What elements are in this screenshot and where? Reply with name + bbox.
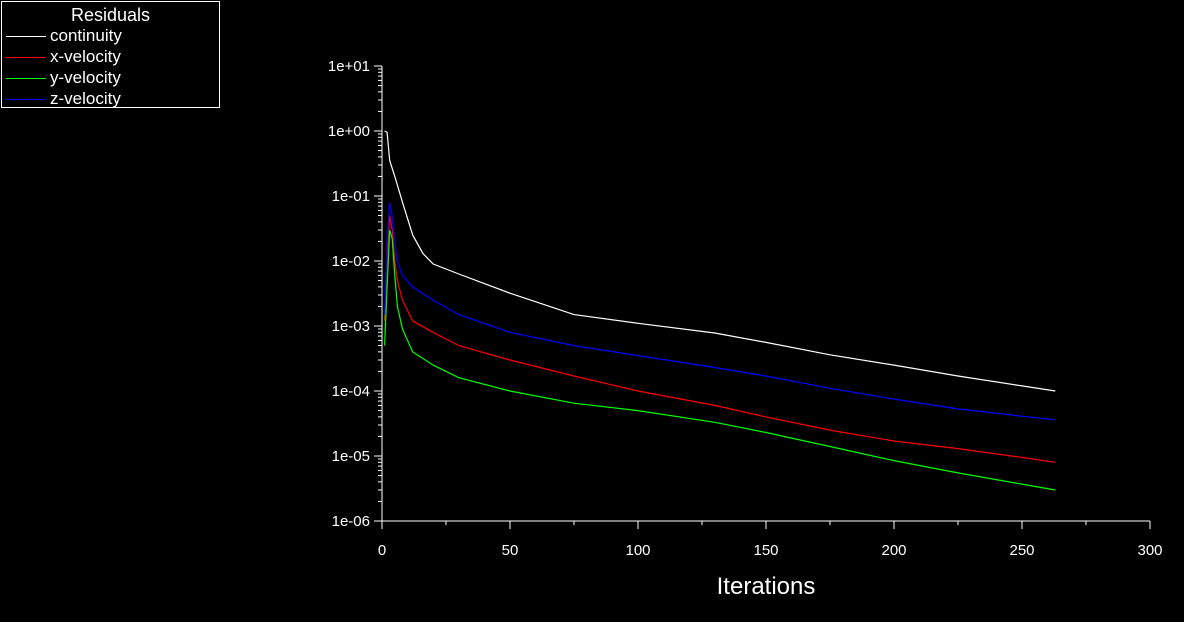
x-tick-label: 250 <box>1009 542 1034 559</box>
x-axis-label: Iterations <box>717 573 816 600</box>
legend-label-z-velocity: z-velocity <box>50 89 121 108</box>
y-tick-label: 1e-04 <box>332 383 370 400</box>
y-tick-label: 1e-05 <box>332 448 370 465</box>
x-tick-label: 150 <box>753 542 778 559</box>
x-tick-label: 100 <box>625 542 650 559</box>
legend-swatch-z-velocity <box>6 99 46 100</box>
series-line-z-velocity <box>384 202 1056 421</box>
legend-label-y-velocity: y-velocity <box>50 68 121 87</box>
legend-swatch-x-velocity <box>6 57 46 58</box>
legend-item-z-velocity: z-velocity <box>2 89 219 108</box>
series-line-y-velocity <box>384 229 1056 491</box>
legend-swatch-y-velocity <box>6 78 46 79</box>
legend-label-x-velocity: x-velocity <box>50 47 121 66</box>
legend-title: Residuals <box>70 5 151 25</box>
series-line-continuity <box>384 130 1056 392</box>
y-tick-label: 1e-02 <box>332 253 370 270</box>
legend-item-continuity: continuity <box>2 26 219 47</box>
y-tick-label: 1e+00 <box>328 123 370 140</box>
y-tick-label: 1e-03 <box>332 318 370 335</box>
y-tick-label: 1e+01 <box>328 58 370 75</box>
y-tick-label: 1e-06 <box>332 513 370 530</box>
legend: Residuals continuity x-velocity y-veloci… <box>1 1 220 108</box>
x-tick-label: 50 <box>502 542 519 559</box>
x-tick-label: 300 <box>1137 542 1162 559</box>
series-layer <box>384 130 1056 491</box>
legend-item-x-velocity: x-velocity <box>2 47 219 68</box>
legend-item-y-velocity: y-velocity <box>2 68 219 89</box>
y-tick-label: 1e-01 <box>332 188 370 205</box>
x-tick-label: 200 <box>881 542 906 559</box>
x-tick-label: 0 <box>378 542 386 559</box>
series-line-x-velocity <box>384 215 1056 463</box>
legend-label-continuity: continuity <box>50 26 122 45</box>
legend-swatch-continuity <box>6 36 46 37</box>
plot-axes: 1e-06 1e-05 1e-04 1e-03 1e-02 1e-01 1e+00 1e+01… <box>328 58 1163 559</box>
